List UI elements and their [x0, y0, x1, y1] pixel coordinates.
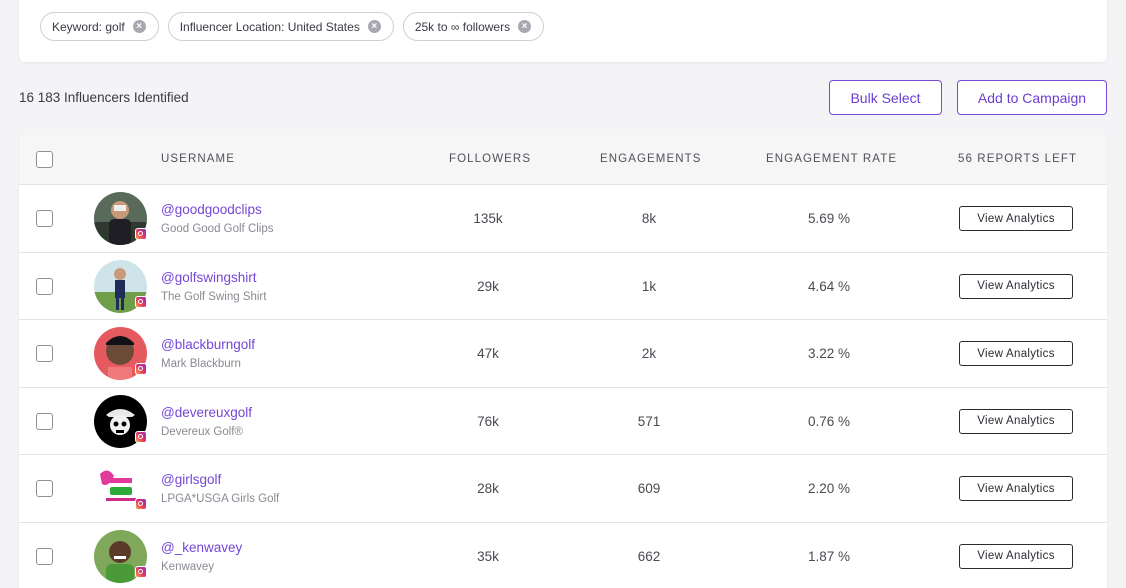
- username-link[interactable]: @golfswingshirt: [161, 269, 257, 285]
- engagements-value: 8k: [641, 211, 657, 226]
- table-row: @_kenwavey Kenwavey 35k 662 1.87 % View …: [19, 523, 1107, 588]
- engagement-rate-value: 2.20 %: [807, 481, 851, 496]
- instagram-icon: [135, 565, 147, 578]
- display-name: Devereux Golf®: [161, 425, 243, 438]
- filter-panel: Keyword: golf × Influencer Location: Uni…: [19, 0, 1107, 62]
- followers-value: 28k: [477, 481, 499, 496]
- followers-value: 76k: [477, 413, 499, 429]
- display-name: Mark Blackburn: [161, 358, 241, 370]
- header-engagements[interactable]: ENGAGEMENTS: [600, 153, 702, 165]
- engagements-value: 609: [637, 481, 661, 496]
- filter-chip-label: Keyword: golf: [52, 19, 125, 34]
- instagram-icon: [135, 498, 147, 510]
- display-name: Good Good Golf Clips: [161, 223, 274, 235]
- engagements-value: 2k: [641, 346, 657, 361]
- table-row: @devereuxgolf Devereux Golf® 76k 571 0.7…: [19, 388, 1107, 455]
- filter-chip-location[interactable]: Influencer Location: United States ×: [167, 12, 394, 41]
- filter-chip-keyword[interactable]: Keyword: golf ×: [40, 12, 159, 41]
- engagement-rate-value: 3.22 %: [807, 346, 851, 361]
- engagement-rate-value: 5.69 %: [807, 211, 851, 226]
- remove-filter-icon[interactable]: ×: [132, 20, 146, 33]
- avatar[interactable]: [94, 327, 147, 380]
- followers-value: 29k: [477, 278, 499, 294]
- add-to-campaign-button[interactable]: Add to Campaign: [957, 80, 1107, 115]
- display-name: LPGA*USGA Girls Golf: [161, 493, 280, 505]
- filter-chip-label: 25k to ∞ followers: [414, 19, 511, 34]
- row-checkbox[interactable]: [36, 547, 53, 565]
- view-analytics-button[interactable]: View Analytics: [959, 273, 1073, 299]
- engagements-value: 662: [637, 548, 661, 564]
- username-link[interactable]: @goodgoodclips: [161, 202, 262, 217]
- row-checkbox[interactable]: [36, 345, 53, 362]
- remove-filter-icon[interactable]: ×: [367, 20, 381, 33]
- row-checkbox[interactable]: [36, 277, 53, 295]
- followers-value: 35k: [477, 548, 499, 564]
- followers-value: 47k: [477, 346, 499, 361]
- view-analytics-button[interactable]: View Analytics: [959, 341, 1073, 366]
- view-analytics-button[interactable]: View Analytics: [959, 206, 1073, 231]
- instagram-icon: [135, 228, 147, 240]
- row-checkbox[interactable]: [36, 480, 53, 497]
- engagements-value: 1k: [641, 278, 657, 294]
- remove-filter-icon[interactable]: ×: [518, 20, 532, 33]
- username-link[interactable]: @girlsgolf: [161, 472, 222, 487]
- results-count: 16 183 Influencers Identified: [19, 90, 189, 105]
- table-row: @blackburngolf Mark Blackburn 47k 2k 3.2…: [19, 320, 1107, 388]
- instagram-icon: [135, 363, 147, 375]
- table-row: @golfswingshirt The Golf Swing Shirt 29k…: [19, 253, 1107, 320]
- table-header: USERNAME FOLLOWERS ENGAGEMENTS ENGAGEMEN…: [19, 134, 1107, 185]
- engagement-rate-value: 4.64 %: [807, 278, 851, 294]
- row-checkbox[interactable]: [36, 210, 53, 227]
- avatar[interactable]: [94, 192, 147, 245]
- view-analytics-button[interactable]: View Analytics: [959, 408, 1073, 434]
- header-reports-left: 56 REPORTS LEFT: [958, 153, 1078, 165]
- username-link[interactable]: @_kenwavey: [161, 539, 243, 555]
- table-row: @goodgoodclips Good Good Golf Clips 135k…: [19, 185, 1107, 253]
- table-row: @girlsgolf LPGA*USGA Girls Golf 28k 609 …: [19, 455, 1107, 523]
- select-all-checkbox[interactable]: [36, 151, 53, 168]
- header-engagement-rate[interactable]: ENGAGEMENT RATE: [766, 153, 898, 165]
- row-checkbox[interactable]: [36, 412, 53, 430]
- view-analytics-button[interactable]: View Analytics: [959, 476, 1073, 501]
- engagement-rate-value: 0.76 %: [807, 413, 851, 429]
- view-analytics-button[interactable]: View Analytics: [959, 543, 1073, 569]
- display-name: Kenwavey: [161, 560, 215, 573]
- filter-chip-followers[interactable]: 25k to ∞ followers ×: [402, 12, 545, 41]
- engagements-value: 571: [637, 413, 661, 429]
- header-username[interactable]: USERNAME: [161, 153, 235, 165]
- filter-chips: Keyword: golf × Influencer Location: Uni…: [40, 12, 545, 41]
- influencer-table: USERNAME FOLLOWERS ENGAGEMENTS ENGAGEMEN…: [19, 134, 1107, 588]
- display-name: The Golf Swing Shirt: [161, 290, 267, 303]
- instagram-icon: [135, 295, 147, 308]
- bulk-select-button[interactable]: Bulk Select: [829, 80, 942, 115]
- instagram-icon: [135, 430, 147, 443]
- username-link[interactable]: @blackburngolf: [161, 337, 256, 352]
- filter-chip-label: Influencer Location: United States: [179, 19, 360, 34]
- engagement-rate-value: 1.87 %: [807, 548, 851, 564]
- followers-value: 135k: [473, 211, 503, 226]
- header-followers[interactable]: FOLLOWERS: [449, 153, 532, 165]
- username-link[interactable]: @devereuxgolf: [161, 404, 253, 420]
